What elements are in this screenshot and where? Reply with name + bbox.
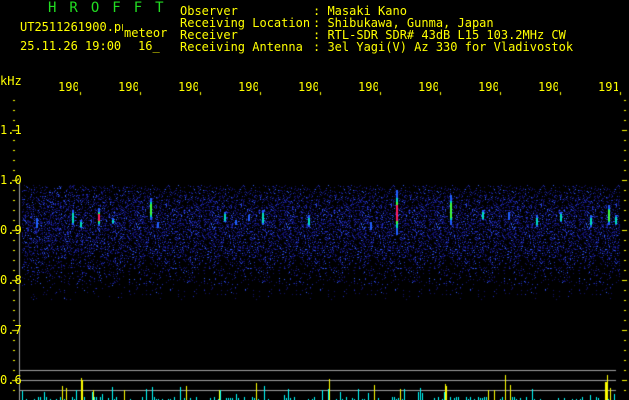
x-tick-label: 1906: [358, 80, 378, 94]
x-tick-label: 1909: [538, 80, 558, 94]
y-tick-label: 1.1: [0, 123, 22, 137]
x-tick-label: 1908: [478, 80, 498, 94]
info-label: Observer: [180, 4, 238, 18]
info-label: Receiver: [180, 28, 238, 42]
app-title: HROFFT: [48, 0, 177, 16]
x-tick-label: 1910: [598, 80, 618, 94]
info-label: Receiving Antenna: [180, 40, 303, 54]
info-value: : RTL-SDR SDR# 43dB L15 103.2MHz CW: [313, 28, 566, 42]
info-value: : Masaki Kano: [313, 4, 407, 18]
x-tick-label: 1903: [178, 80, 198, 94]
y-tick-label: 0.9: [0, 223, 22, 237]
datetime: 25.11.26 19:00: [20, 39, 122, 53]
x-tick-label: 1905: [298, 80, 318, 94]
mode-label: meteor: [124, 26, 168, 40]
info-label: Receiving Location: [180, 16, 311, 30]
y-tick-label: 1.0: [0, 173, 22, 187]
count: 16_: [138, 39, 160, 53]
filename: UT2511261900.png: [20, 21, 123, 33]
info-value: : Shibukawa, Gunma, Japan: [313, 16, 494, 30]
y-tick-label: 0.6: [0, 373, 22, 387]
x-tick-label: 1907: [418, 80, 438, 94]
y-tick-label: 0.8: [0, 273, 22, 287]
y-unit: kHz: [0, 74, 22, 88]
x-tick-label: 1904: [238, 80, 258, 94]
x-tick-label: 1902: [118, 80, 138, 94]
y-tick-label: 0.7: [0, 323, 22, 337]
info-value: : 3el Yagi(V) Az 330 for Vladivostok: [313, 40, 574, 54]
